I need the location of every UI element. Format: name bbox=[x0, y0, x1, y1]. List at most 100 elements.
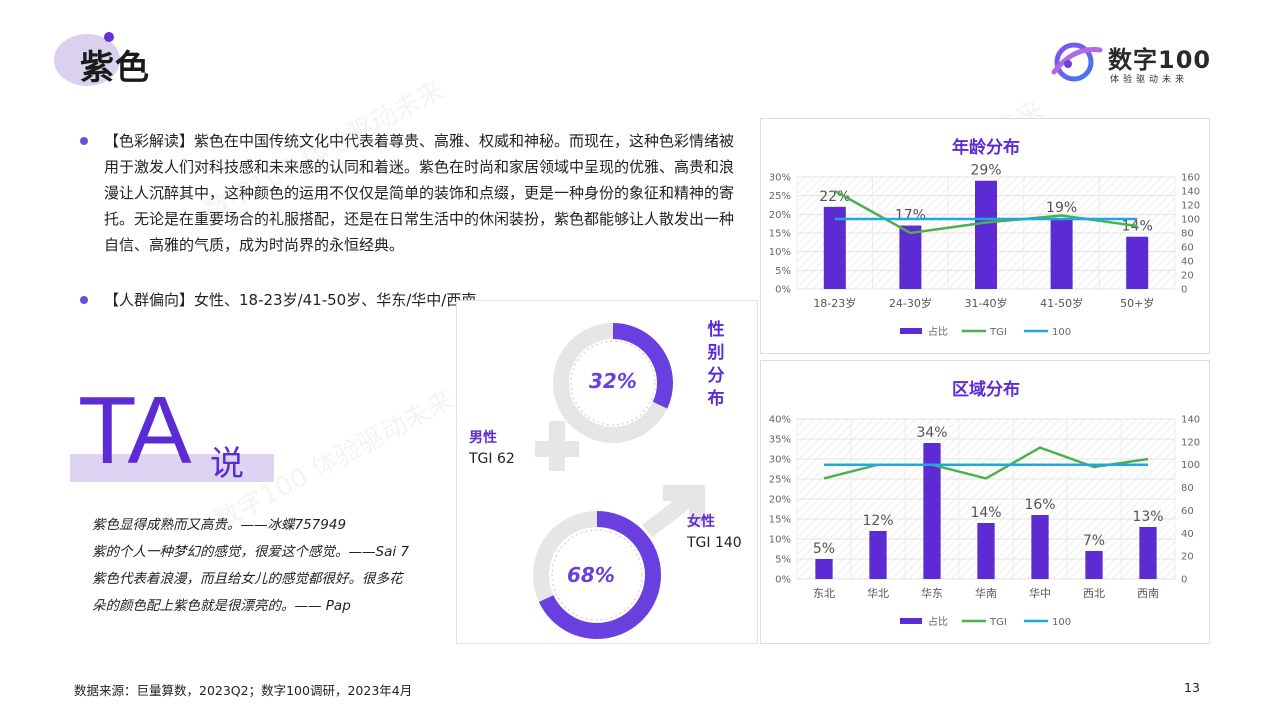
male-label: 男性 bbox=[469, 430, 497, 446]
y-left-tick-label: 25% bbox=[769, 191, 791, 202]
ta-big-text: TA bbox=[78, 377, 192, 484]
y-right-tick-label: 40 bbox=[1181, 529, 1194, 540]
bar-data-label: 14% bbox=[1122, 219, 1153, 235]
male-share-arc bbox=[553, 323, 673, 443]
ta-small-text: 说 bbox=[210, 444, 244, 484]
legend-label: 100 bbox=[1052, 327, 1071, 338]
audience-bias-paragraph: 【人群偏向】女性、18-23岁/41-50岁、华东/华中/西南。 bbox=[80, 287, 748, 313]
chart-title: 区域分布 bbox=[952, 379, 1020, 400]
brand-logo: 数字100 体验驱动未来 bbox=[1048, 40, 1218, 86]
bar-data-label: 19% bbox=[1046, 200, 1077, 216]
slide-title: 紫色 bbox=[54, 28, 184, 92]
y-right-tick-label: 60 bbox=[1181, 243, 1194, 254]
bar bbox=[899, 225, 922, 289]
x-tick-label: 华东 bbox=[921, 586, 943, 600]
y-right-tick-label: 20 bbox=[1181, 271, 1194, 282]
bar-data-label: 12% bbox=[862, 513, 893, 529]
ta-highlight-band bbox=[70, 454, 274, 482]
bar bbox=[923, 443, 941, 579]
y-right-tick-label: 140 bbox=[1181, 415, 1200, 426]
x-tick-label: 华中 bbox=[1029, 586, 1051, 600]
chart-title: 年龄分布 bbox=[952, 137, 1020, 158]
brand-name: 数字100 bbox=[1108, 46, 1212, 74]
y-left-tick-label: 35% bbox=[769, 435, 791, 446]
female-symbol-icon bbox=[535, 421, 579, 471]
x-tick-label: 50+岁 bbox=[1120, 296, 1154, 310]
y-right-tick-label: 80 bbox=[1181, 483, 1194, 494]
color-interpretation-paragraph: 【色彩解读】紫色在中国传统文化中代表着尊贵、高雅、权威和神秘。而现在，这种色彩情… bbox=[80, 128, 748, 258]
y-left-tick-label: 0% bbox=[775, 575, 791, 586]
quote-line: 紫色显得成熟而又高贵。——冰蝶757949 bbox=[92, 517, 347, 533]
brand-logo-icon bbox=[1051, 42, 1103, 82]
gender-distribution-panel: 32% 68% 性别分布 男性 TGI 62 女性 TGI 140 bbox=[456, 300, 758, 644]
age-chart-svg: 年龄分布 0% 5% 10% 15% 20% 25% 30% 0 20 40 60 80 100 120 14… bbox=[769, 137, 1200, 338]
legend-label: TGI bbox=[989, 617, 1007, 628]
user-quotes: 紫色显得成熟而又高贵。——冰蝶757949 紫的个人一种梦幻的感觉，很爱这个感觉… bbox=[92, 512, 452, 620]
bullet-dot bbox=[80, 137, 88, 145]
legend-swatch bbox=[900, 618, 922, 624]
y-left-tick-label: 15% bbox=[769, 515, 791, 526]
bar bbox=[869, 531, 887, 579]
quote-line: 紫的个人一种梦幻的感觉，很爱这个感觉。——Sai 7 bbox=[92, 544, 409, 560]
y-right-tick-label: 160 bbox=[1181, 173, 1200, 184]
x-tick-label: 华北 bbox=[867, 586, 889, 600]
y-right-tick-label: 120 bbox=[1181, 201, 1200, 212]
bullet-dot bbox=[80, 296, 88, 304]
y-right-tick-label: 140 bbox=[1181, 187, 1200, 198]
gender-symbols bbox=[533, 323, 705, 639]
y-left-tick-label: 10% bbox=[769, 247, 791, 258]
quote-line: 紫色代表着浪漫，而且给女儿的感觉都很好。很多花 bbox=[92, 571, 403, 587]
title-decoration-blob bbox=[54, 34, 120, 86]
age-distribution-chart: 年龄分布 0% 5% 10% 15% 20% 25% 30% 0 20 40 60 80 100 120 14… bbox=[760, 118, 1210, 354]
data-source-note: 数据来源：巨量算数，2023Q2；数字100调研，2023年4月 bbox=[74, 683, 413, 698]
bar bbox=[1139, 527, 1157, 579]
bar-data-label: 17% bbox=[895, 208, 926, 224]
male-percent: 32% bbox=[589, 369, 637, 393]
y-right-tick-label: 120 bbox=[1181, 437, 1200, 448]
title-decoration-dot bbox=[104, 32, 114, 42]
male-symbol-icon bbox=[642, 485, 705, 538]
x-tick-label: 西北 bbox=[1083, 587, 1105, 600]
legend-swatch bbox=[900, 328, 922, 334]
female-share-arc bbox=[533, 511, 661, 639]
bar-data-label: 7% bbox=[1083, 533, 1105, 549]
bar-data-label: 29% bbox=[970, 163, 1001, 179]
x-tick-label: 41-50岁 bbox=[1040, 296, 1083, 310]
y-right-tick-label: 0 bbox=[1181, 575, 1187, 586]
y-left-tick-label: 5% bbox=[775, 555, 791, 566]
y-right-tick-label: 100 bbox=[1181, 215, 1200, 226]
page-number: 13 bbox=[1184, 680, 1200, 695]
x-tick-label: 西南 bbox=[1137, 587, 1159, 600]
bar-data-label: 14% bbox=[970, 505, 1001, 521]
x-tick-label: 18-23岁 bbox=[813, 296, 856, 310]
y-left-tick-label: 30% bbox=[769, 173, 791, 184]
legend-label: 占比 bbox=[928, 615, 948, 628]
y-left-tick-label: 20% bbox=[769, 495, 791, 506]
bar bbox=[1126, 236, 1149, 289]
y-right-tick-label: 40 bbox=[1181, 257, 1194, 268]
x-tick-label: 华南 bbox=[975, 586, 997, 600]
bar bbox=[1050, 218, 1073, 289]
legend-label: 100 bbox=[1052, 617, 1071, 628]
y-left-tick-label: 20% bbox=[769, 210, 791, 221]
x-tick-label: 东北 bbox=[813, 587, 835, 600]
y-left-tick-label: 30% bbox=[769, 455, 791, 466]
bar-data-label: 13% bbox=[1132, 509, 1163, 525]
legend-label: 占比 bbox=[928, 325, 948, 338]
y-left-tick-label: 15% bbox=[769, 229, 791, 240]
bar bbox=[1031, 515, 1049, 579]
region-chart-svg: 区域分布 0% 5% 10% 15% 20% 25% 30% 35% 40% 0 20 40 60 80 10… bbox=[769, 379, 1200, 628]
bar-data-label: 22% bbox=[819, 189, 850, 205]
gender-title: 性别分布 bbox=[707, 320, 725, 409]
bar-data-label: 34% bbox=[916, 425, 947, 441]
bar bbox=[977, 523, 995, 579]
paragraph-text: 【色彩解读】紫色在中国传统文化中代表着尊贵、高雅、权威和神秘。而现在，这种色彩情… bbox=[104, 132, 735, 254]
y-left-tick-label: 0% bbox=[775, 285, 791, 296]
page-title: 紫色 bbox=[80, 48, 150, 88]
paragraph-text: 【人群偏向】女性、18-23岁/41-50岁、华东/华中/西南。 bbox=[104, 291, 492, 309]
brand-tagline: 体验驱动未来 bbox=[1110, 75, 1189, 85]
y-right-tick-label: 80 bbox=[1181, 229, 1194, 240]
ta-says-heading: TA 说 bbox=[70, 377, 290, 490]
y-left-tick-label: 5% bbox=[775, 266, 791, 277]
y-left-tick-label: 40% bbox=[769, 415, 791, 426]
